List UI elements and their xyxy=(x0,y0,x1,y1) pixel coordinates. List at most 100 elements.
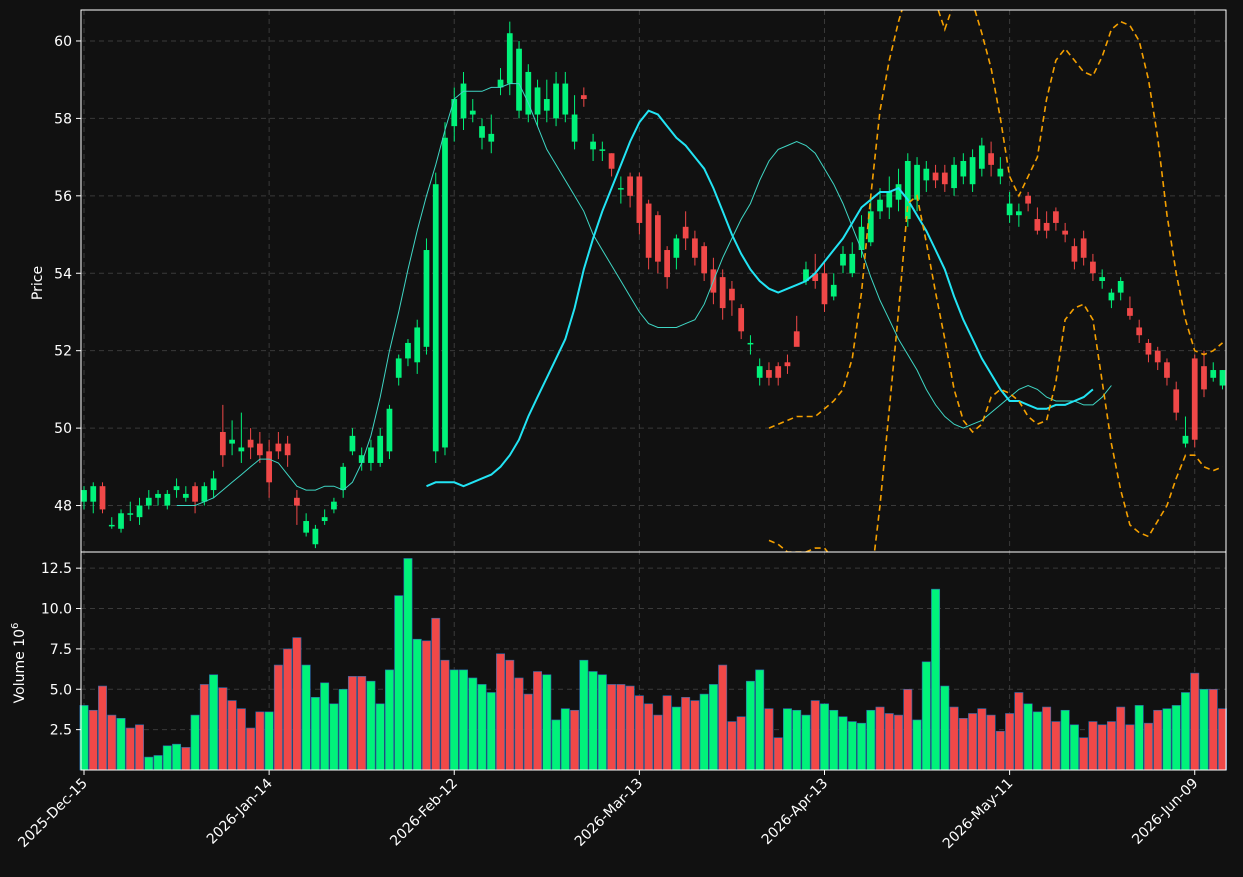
volume-bar xyxy=(745,680,755,771)
volume-bar xyxy=(1069,724,1079,771)
candle-body xyxy=(303,521,310,533)
candle-body xyxy=(784,362,791,367)
price-tick-label: 52 xyxy=(54,344,72,360)
candle-body xyxy=(432,184,439,452)
volume-bar xyxy=(496,653,505,771)
volume-bar xyxy=(644,703,654,771)
volume-bar xyxy=(1171,705,1181,771)
candle-body xyxy=(136,505,143,518)
candle-body xyxy=(294,497,300,506)
volume-bar xyxy=(1125,724,1135,771)
candle-body xyxy=(719,277,726,309)
candle-body xyxy=(506,33,513,84)
volume-bar xyxy=(246,727,256,771)
candle-body xyxy=(914,164,920,200)
volume-bar xyxy=(459,669,468,771)
candle-body xyxy=(479,126,485,138)
volume-bar xyxy=(310,697,320,771)
volume-bar xyxy=(292,637,302,771)
candle-body xyxy=(1117,281,1124,293)
candle-body xyxy=(219,431,226,456)
volume-bar xyxy=(1106,721,1116,771)
volume-bar xyxy=(949,706,959,771)
volume-bar xyxy=(875,706,885,771)
volume-bar xyxy=(486,692,496,771)
volume-bar xyxy=(699,693,709,771)
volume-tick-label: 7.5 xyxy=(50,642,72,658)
candle-body xyxy=(664,250,671,278)
volume-bar xyxy=(347,676,357,771)
volume-bar xyxy=(671,706,681,771)
candle-body xyxy=(377,435,384,463)
candle-body xyxy=(534,87,541,115)
volume-bar xyxy=(764,708,774,771)
price-tick-label: 60 xyxy=(54,34,72,50)
volume-bar xyxy=(607,684,617,771)
candle-body xyxy=(451,99,458,127)
volume-bar xyxy=(135,724,145,771)
volume-bar xyxy=(357,676,367,771)
candle-body xyxy=(636,176,643,223)
candle-body xyxy=(608,153,615,169)
volume-bar xyxy=(320,682,330,771)
candle-body xyxy=(164,493,171,506)
volume-bar xyxy=(1116,706,1126,771)
candle-body xyxy=(229,439,235,444)
candle-body xyxy=(81,490,87,502)
volume-bar xyxy=(894,714,904,771)
candle-body xyxy=(1201,366,1207,390)
candle-body xyxy=(960,160,967,177)
volume-bar xyxy=(523,693,533,771)
candle-body xyxy=(571,114,578,142)
volume-bar xyxy=(1060,709,1070,771)
candle-body xyxy=(682,226,689,239)
volume-bar xyxy=(533,671,543,771)
candle-body xyxy=(988,153,994,165)
candle-body xyxy=(627,176,633,196)
volume-bar xyxy=(1199,688,1209,771)
volume-bar xyxy=(912,719,922,771)
candle-body xyxy=(997,168,1004,177)
volume-panel xyxy=(79,558,1227,771)
candle-body xyxy=(1062,230,1069,235)
volume-bar xyxy=(931,588,941,771)
candle-body xyxy=(858,226,865,251)
candle-body xyxy=(423,250,430,347)
volume-bar xyxy=(857,722,866,771)
volume-bar xyxy=(431,617,441,771)
volume-bar xyxy=(866,709,876,771)
candle-body xyxy=(395,358,402,378)
volume-bar xyxy=(199,684,209,771)
volume-bar xyxy=(218,687,228,771)
candle-body xyxy=(923,168,930,181)
volume-bar xyxy=(394,595,404,771)
price-tick-label: 48 xyxy=(54,499,72,515)
candle-body xyxy=(775,366,782,378)
volume-bar xyxy=(264,711,274,771)
volume-bar xyxy=(440,659,450,771)
price-grid xyxy=(81,10,1226,770)
candle-body xyxy=(617,188,624,190)
volume-bar xyxy=(153,755,163,771)
candle-body xyxy=(969,157,976,185)
candle-body xyxy=(1145,342,1152,355)
candle-body xyxy=(580,95,587,100)
candle-body xyxy=(701,246,708,274)
candle-body xyxy=(368,447,374,463)
candle-body xyxy=(951,164,957,189)
candle-body xyxy=(793,331,800,347)
volume-bar xyxy=(468,677,478,771)
volume-bar xyxy=(820,703,829,771)
volume-bar xyxy=(1097,724,1107,771)
candle-body xyxy=(90,486,97,502)
moving-average-long-line xyxy=(426,109,1094,488)
volume-tick-label: 10.0 xyxy=(41,602,72,618)
volume-bar xyxy=(1190,672,1200,771)
candle-body xyxy=(1136,327,1143,336)
candle-body xyxy=(460,83,467,119)
candle-body xyxy=(516,48,522,111)
candle-body xyxy=(118,513,124,529)
volume-bar xyxy=(625,685,635,771)
